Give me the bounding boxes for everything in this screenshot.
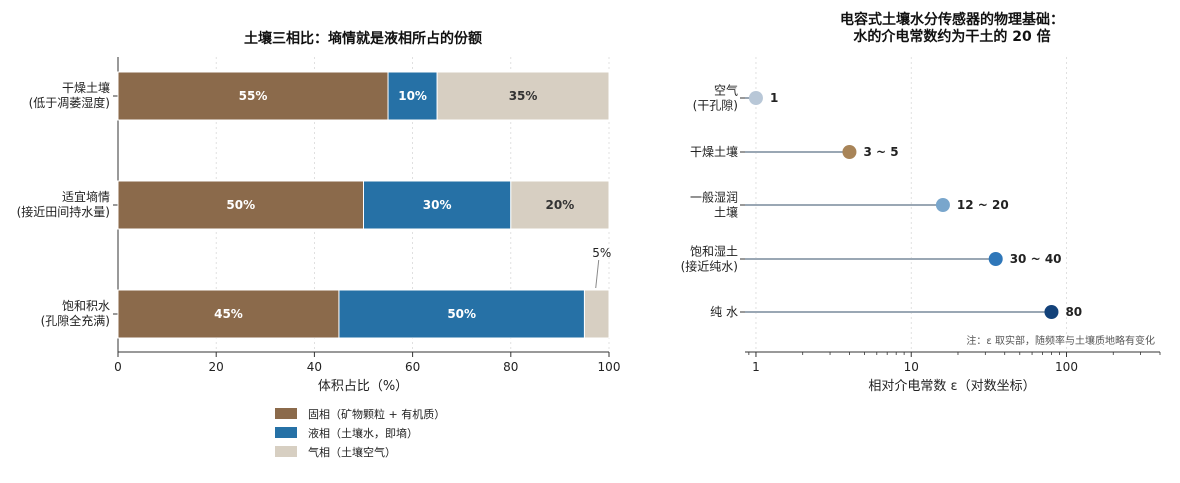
lollipop-point: [842, 145, 857, 159]
x-tick-label: 0: [114, 360, 122, 374]
bar-segment: [436, 71, 610, 121]
bar-segment: [117, 180, 364, 230]
category-label-line: (低于凋萎湿度): [29, 95, 110, 110]
point-value-label: 80: [1065, 305, 1082, 319]
bar-value-label: 5%: [592, 246, 611, 260]
x-tick-label: 40: [307, 360, 322, 374]
chart-title: 电容式土壤水分传感器的物理基础：水的介电常数约为干土的 20 倍: [840, 11, 1064, 45]
category-label: 干燥土壤(低于凋萎湿度): [29, 80, 110, 110]
bar-value-label: 50%: [447, 307, 476, 321]
chart-title: 土壤三相比：墒情就是液相所占的份额: [244, 30, 482, 47]
lollipop-point: [1044, 305, 1059, 319]
bar-value-label: 30%: [423, 198, 452, 212]
x-tick-label: 60: [405, 360, 420, 374]
bar-segment: [510, 180, 610, 230]
lollipop-point: [935, 198, 950, 212]
bar-value-label: 50%: [226, 198, 255, 212]
x-tick-label: 1: [752, 360, 760, 374]
category-label: 适宜墒情(接近田间持水量): [17, 189, 110, 219]
legend-swatch: [275, 427, 297, 438]
dielectric-chart: 电容式土壤水分传感器的物理基础：水的介电常数约为干土的 20 倍 1 10 100 空气…: [681, 11, 1161, 394]
x-tick-label: 100: [1055, 360, 1078, 374]
x-axis-label: 相对介电常数 ε（对数坐标）: [868, 379, 1035, 394]
category-label-line: 一般湿润: [690, 190, 738, 205]
category-label-line: 饱和湿土: [690, 244, 738, 259]
bar-value-label: 35%: [509, 89, 538, 103]
category-label: 空气(干孔隙): [693, 83, 738, 113]
x-axis-label: 体积占比（%）: [318, 379, 408, 394]
bar-value-label: 45%: [214, 307, 243, 321]
category-label-line: 饱和积水: [62, 298, 110, 313]
point-value-label: 12 ~ 20: [957, 198, 1009, 212]
chart-title-line: 电容式土壤水分传感器的物理基础：: [840, 11, 1064, 28]
legend-swatch: [275, 408, 297, 419]
legend-label: 固相（矿物颗粒 + 有机质）: [308, 407, 445, 421]
category-label-line: 土壤: [714, 205, 738, 220]
chart-note: 注：ε 取实部，随频率与土壤质地略有变化: [966, 334, 1155, 347]
category-label-line: (接近田间持水量): [17, 204, 110, 219]
category-label: 饱和湿土(接近纯水): [681, 244, 738, 274]
point-value-label: 1: [770, 91, 778, 105]
category-label-line: 干燥土壤: [62, 80, 110, 95]
lollipop-point: [748, 91, 763, 105]
bar-segment: [117, 71, 389, 121]
category-label: 饱和积水(孔隙全充满): [41, 298, 110, 328]
category-label: 干燥土壤: [690, 144, 738, 159]
lollipop-point: [988, 252, 1003, 266]
category-label-line: (干孔隙): [693, 99, 738, 113]
bar-value-label: 10%: [398, 89, 427, 103]
x-tick-label: 80: [503, 360, 518, 374]
x-tick-label: 10: [904, 360, 919, 374]
bar-segment: [363, 180, 512, 230]
category-label-line: 纯 水: [710, 305, 738, 319]
category-label: 一般湿润土壤: [690, 190, 738, 220]
x-tick-label: 20: [209, 360, 224, 374]
bar-value-label: 55%: [239, 89, 268, 103]
callout-line: [595, 259, 600, 289]
legend-label: 气相（土壤空气）: [308, 445, 396, 459]
category-label-line: 干燥土壤: [690, 144, 738, 159]
category-label-line: 适宜墒情: [62, 189, 110, 204]
soil-phase-chart: 土壤三相比：墒情就是液相所占的份额 0 20 40 60 80 100 干燥土壤(低于凋萎湿度…: [17, 30, 621, 459]
legend-label: 液相（土壤水，即墒）: [308, 426, 418, 440]
bar-segment: [387, 71, 438, 121]
bar-segment: [583, 289, 610, 339]
category-label: 纯 水: [710, 305, 738, 319]
x-tick-label: 100: [598, 360, 621, 374]
bar-segment: [117, 289, 340, 339]
category-label-line: 空气: [714, 83, 738, 98]
legend-swatch: [275, 446, 297, 457]
bar-value-label: 20%: [546, 198, 575, 212]
point-value-label: 3 ~ 5: [863, 145, 898, 159]
point-value-label: 30 ~ 40: [1010, 252, 1062, 266]
category-label-line: (孔隙全充满): [41, 313, 110, 328]
category-label-line: (接近纯水): [681, 259, 738, 274]
chart-title-line: 水的介电常数约为干土的 20 倍: [853, 28, 1050, 45]
